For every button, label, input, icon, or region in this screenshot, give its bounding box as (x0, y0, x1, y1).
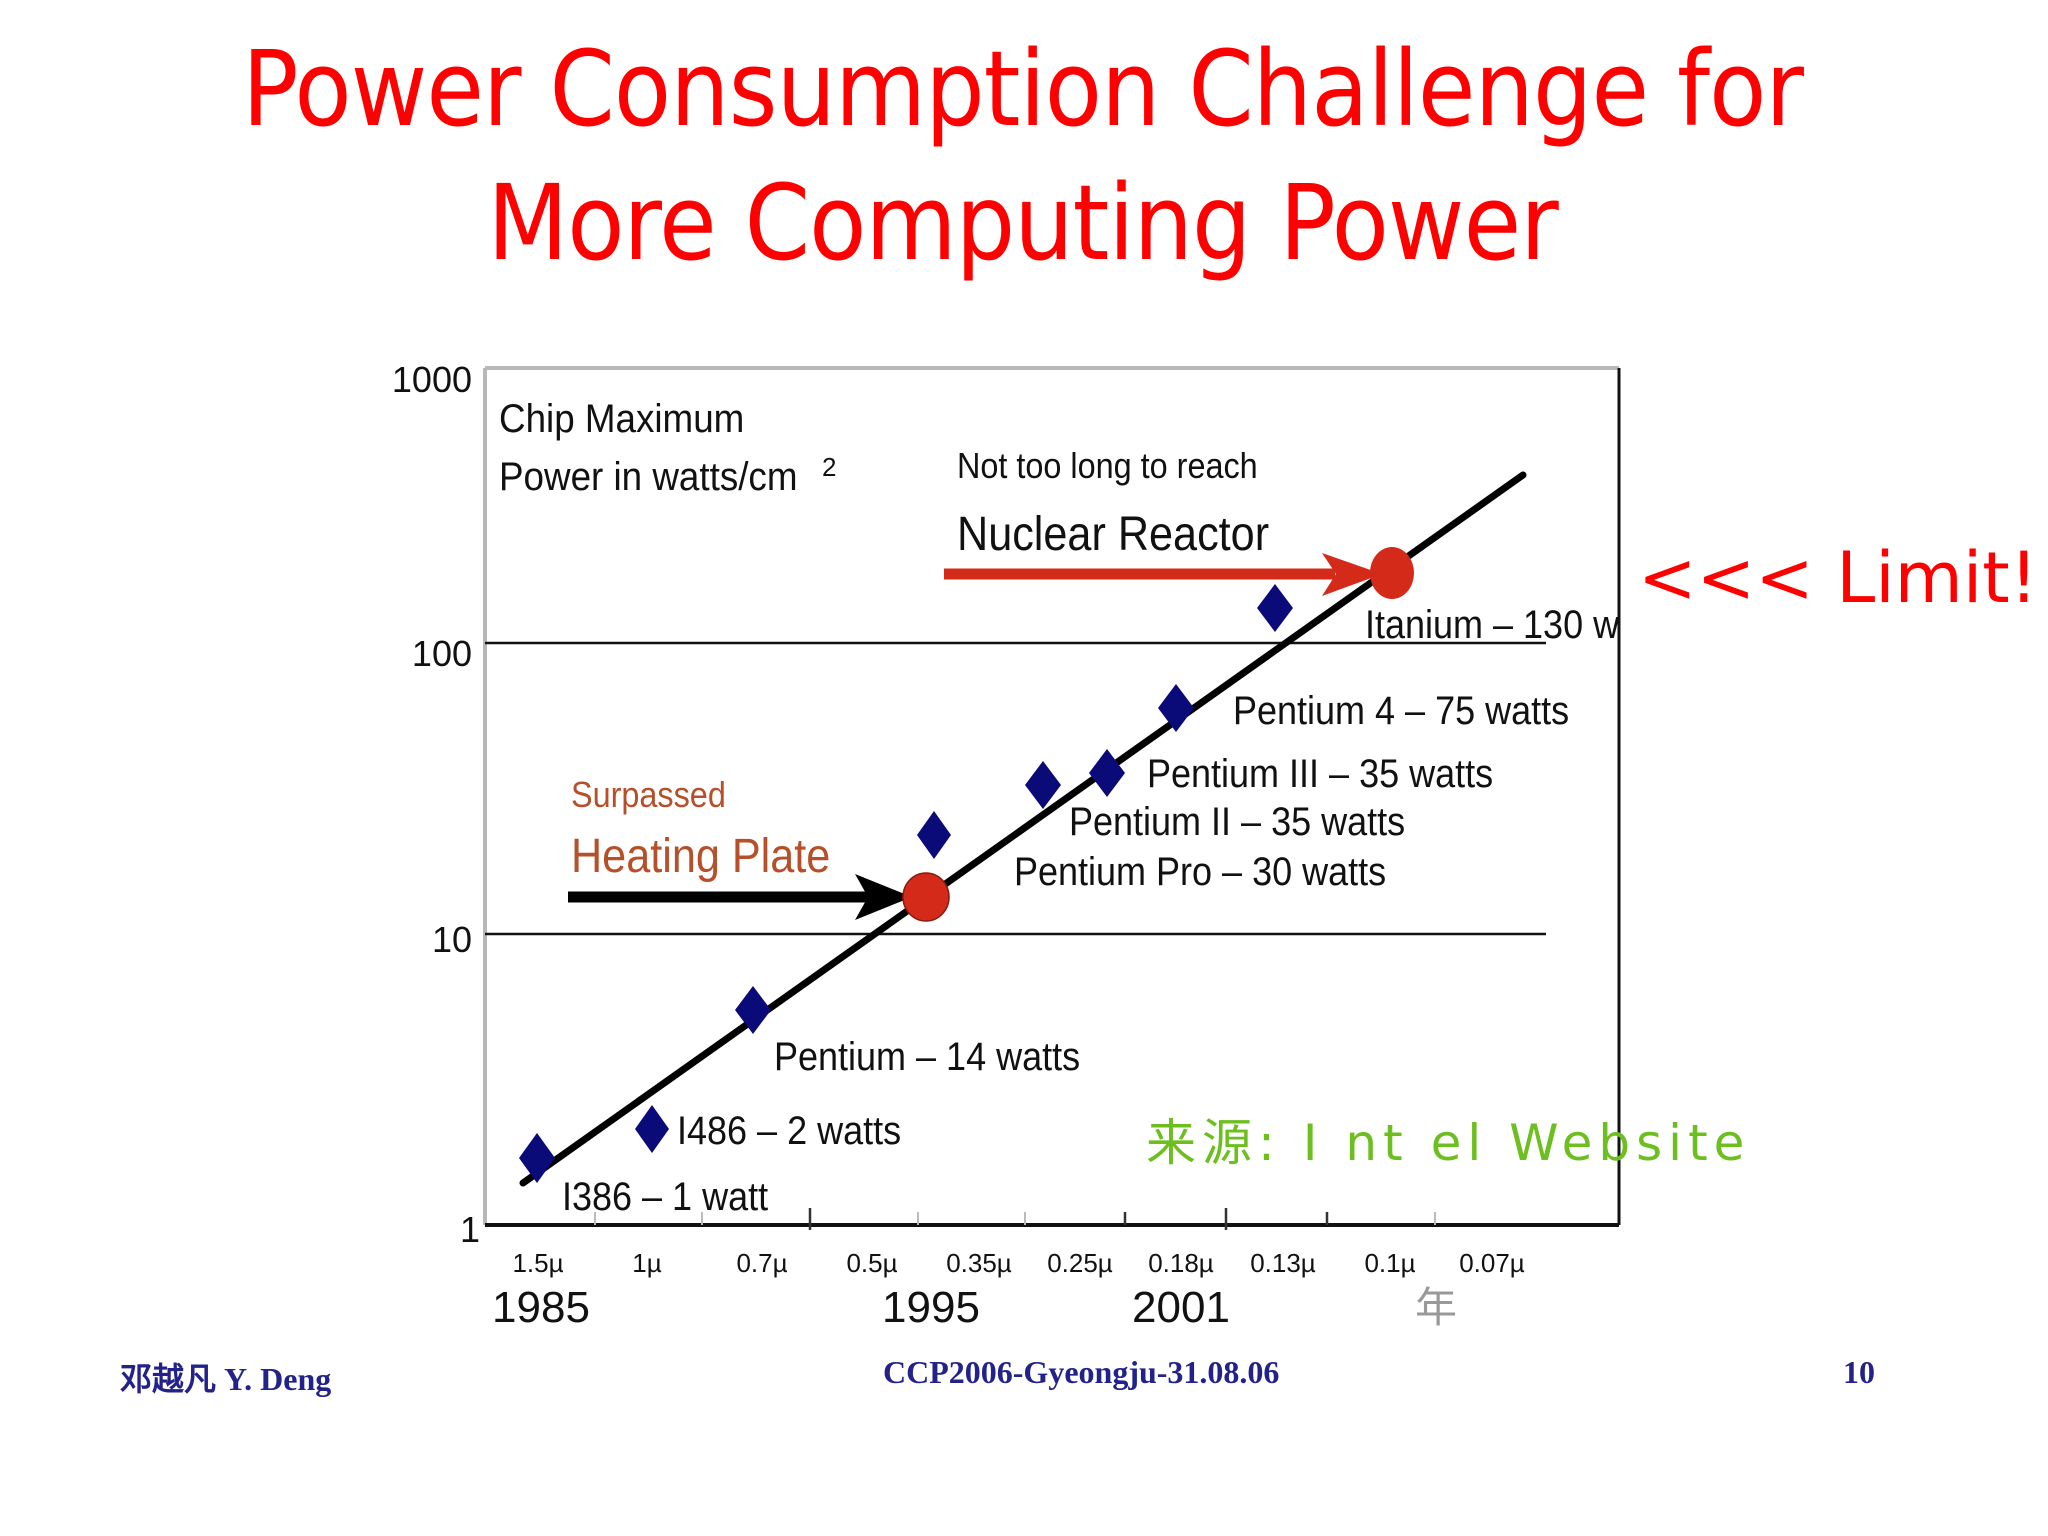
year-1995: 1995 (882, 1283, 980, 1332)
footer-page-number: 10 (1843, 1354, 1875, 1390)
label-itanium: Itanium – 130 w (1365, 603, 1620, 647)
title-line-1: Power Consumption Challenge for (242, 28, 1804, 150)
x-ticks-major (808, 1208, 1329, 1230)
x-year-labels: 1985 1995 2001 年 (492, 1283, 1457, 1332)
label-pentium-pro: Pentium Pro – 30 watts (1014, 850, 1386, 894)
ylabel-line-2: Power in watts/cm (499, 455, 797, 500)
trend-line (519, 471, 1527, 1187)
x-tick-1-5u: 1.5µ (512, 1248, 563, 1278)
point-labels: I386 – 1 watt I486 – 2 watts Pentium – 1… (562, 603, 1620, 1219)
y-tick-1000: 1000 (392, 359, 472, 400)
source-note: 来源: I nt el Website (1146, 1114, 1750, 1172)
nuclear-arrow-head (1322, 553, 1382, 596)
nuclear-reactor-marker (1370, 547, 1414, 599)
marker-pentium (735, 986, 771, 1034)
label-i486: I486 – 2 watts (677, 1109, 901, 1153)
processor-markers (519, 584, 1293, 1183)
heating-title: Heating Plate (571, 829, 830, 883)
slide-title: Power Consumption Challenge for More Com… (101, 22, 1944, 290)
marker-pentium-ii (1025, 761, 1061, 809)
marker-pentium-4 (1158, 684, 1194, 732)
source-box (1140, 1108, 1752, 1172)
year-2001: 2001 (1132, 1283, 1230, 1332)
x-tick-0-07u: 0.07µ (1459, 1248, 1525, 1278)
year-1985: 1985 (492, 1283, 590, 1332)
x-tick-0-7u: 0.7µ (736, 1248, 787, 1278)
nuclear-caption: Not too long to reach (957, 446, 1258, 486)
heating-plate-marker (902, 872, 950, 922)
limit-label: <<< Limit! (1638, 537, 2038, 619)
label-i386: I386 – 1 watt (562, 1175, 769, 1219)
year-unit-label: 年 (1415, 1283, 1457, 1332)
x-ticks-minor (594, 1212, 1436, 1225)
footer-author: 邓越凡 Y. Deng (120, 1361, 332, 1397)
x-tick-labels: 1.5µ 1µ 0.7µ 0.5µ 0.35µ 0.25µ 0.18µ 0.13… (512, 1248, 1524, 1278)
x-tick-0-13u: 0.13µ (1250, 1248, 1316, 1278)
y-tick-1: 1 (460, 1209, 480, 1250)
label-pentium: Pentium – 14 watts (774, 1035, 1080, 1079)
marker-itanium (1257, 584, 1293, 632)
x-tick-0-5u: 0.5µ (846, 1248, 897, 1278)
y-axis-title: Chip Maximum Power in watts/cm 2 (499, 397, 836, 500)
heating-caption: Surpassed (571, 775, 726, 815)
x-tick-0-25u: 0.25µ (1047, 1248, 1113, 1278)
y-tick-10: 10 (432, 919, 472, 960)
label-clip-mask (1621, 600, 1641, 650)
marker-i486 (635, 1105, 669, 1153)
label-pentium-iii: Pentium III – 35 watts (1147, 752, 1493, 796)
x-tick-0-18u: 0.18µ (1148, 1248, 1214, 1278)
ylabel-superscript: 2 (822, 452, 836, 482)
marker-i386 (519, 1133, 555, 1183)
marker-pentium-pro (917, 811, 951, 859)
heating-arrow-head (855, 874, 912, 920)
label-pentium-ii: Pentium II – 35 watts (1069, 800, 1405, 844)
label-pentium-4: Pentium 4 – 75 watts (1233, 689, 1569, 733)
x-tick-0-35u: 0.35µ (946, 1248, 1012, 1278)
x-tick-1u: 1µ (632, 1248, 661, 1278)
y-tick-100: 100 (412, 633, 472, 674)
nuclear-title: Nuclear Reactor (957, 507, 1269, 561)
y-tick-labels: 1000 100 10 1 (392, 359, 480, 1250)
marker-pentium-iii (1089, 749, 1125, 797)
x-tick-0-1u: 0.1µ (1364, 1248, 1415, 1278)
ylabel-line-1: Chip Maximum (499, 397, 744, 442)
footer-conference: CCP2006-Gyeongju-31.08.06 (883, 1354, 1280, 1390)
title-line-2: More Computing Power (487, 162, 1558, 284)
